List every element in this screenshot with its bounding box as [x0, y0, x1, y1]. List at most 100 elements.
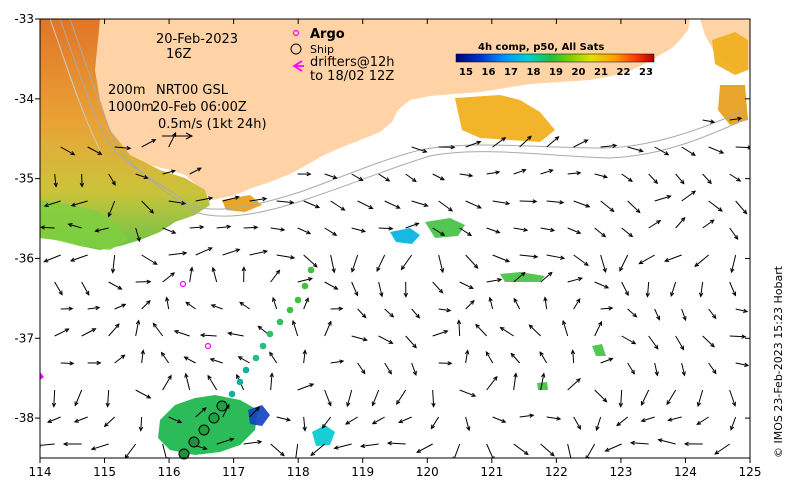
current-arrow	[174, 330, 190, 337]
current-arrow	[398, 416, 412, 423]
current-arrowhead	[361, 313, 367, 319]
current-arrowhead	[583, 261, 589, 267]
current-arrowhead	[209, 358, 215, 363]
current-arrowhead	[638, 148, 644, 153]
current-arrowhead	[40, 225, 45, 230]
current-arrowhead	[529, 413, 535, 418]
current-arrow	[432, 281, 443, 294]
current-arrow	[222, 196, 239, 202]
current-arrow	[74, 416, 88, 423]
current-arrow	[573, 416, 581, 430]
current-arrow	[648, 173, 658, 184]
drifter-position	[188, 436, 200, 448]
current-arrow	[627, 362, 635, 375]
current-arrowhead	[117, 285, 123, 290]
current-arrow	[486, 279, 502, 283]
current-arrow	[731, 254, 737, 273]
current-arrow	[735, 146, 750, 149]
drifter-legend-icon	[292, 60, 304, 72]
current-arrow	[641, 416, 655, 422]
current-arrowhead	[656, 220, 662, 225]
current-arrowhead	[415, 313, 421, 319]
current-arrowhead	[737, 116, 743, 121]
current-arrowhead	[602, 267, 607, 274]
x-tick-label: 116	[158, 465, 181, 479]
current-arrow	[324, 281, 338, 290]
current-arrowhead	[450, 144, 456, 150]
current-arrow	[696, 416, 709, 425]
drifter-position	[198, 424, 210, 436]
current-arrowhead	[291, 319, 297, 326]
current-arrowhead	[184, 372, 189, 378]
current-arrow	[519, 200, 537, 203]
current-arrowhead	[618, 402, 624, 408]
current-arrowhead	[513, 297, 518, 303]
drifter-legend-label: drifters@12h	[310, 55, 395, 70]
current-arrow	[60, 146, 75, 156]
current-arrow	[322, 416, 332, 429]
current-arrowhead	[680, 179, 685, 185]
current-arrow	[372, 416, 385, 425]
current-arrow	[107, 389, 110, 407]
current-arrow	[108, 323, 120, 337]
current-arrowhead	[604, 447, 610, 452]
current-arrowhead	[640, 401, 645, 407]
current-arrowhead	[201, 407, 207, 412]
current-arrowhead	[354, 291, 359, 297]
current-arrowhead	[476, 140, 482, 145]
current-arrowhead	[709, 219, 715, 224]
current-arrow	[351, 173, 363, 181]
current-arrow	[708, 146, 724, 154]
current-arrow	[141, 139, 156, 148]
current-arrowhead	[237, 356, 243, 361]
current-arrow	[166, 297, 170, 310]
current-arrowhead	[577, 276, 583, 282]
current-arrowhead	[602, 174, 609, 179]
current-arrow	[195, 407, 207, 418]
current-arrow	[616, 416, 628, 426]
current-arrowhead	[657, 438, 663, 443]
colorbar-tick-label: 22	[617, 67, 631, 78]
current-arrow	[546, 200, 564, 204]
colorbar-tick-label: 17	[504, 67, 518, 78]
current-arrowhead	[210, 304, 216, 309]
current-arrow	[324, 227, 337, 236]
current-arrow	[297, 227, 311, 235]
current-arrowhead	[497, 277, 503, 283]
current-arrow	[71, 200, 88, 207]
current-arrow	[729, 335, 746, 338]
current-arrowhead	[443, 329, 449, 335]
current-arrowhead	[576, 424, 582, 430]
current-arrow	[539, 351, 548, 364]
current-arrowhead	[235, 248, 241, 253]
ship-legend-icon	[290, 43, 302, 55]
current-arrowhead	[741, 334, 747, 339]
current-arrow	[396, 389, 407, 405]
drifter-track	[178, 266, 315, 460]
current-arrow	[567, 378, 581, 391]
current-arrowhead	[239, 301, 245, 307]
current-arrow	[621, 281, 629, 296]
current-arrowhead	[446, 307, 452, 313]
drifter-position	[276, 318, 284, 326]
current-arrowhead	[430, 424, 436, 430]
current-arrowhead	[464, 349, 470, 355]
current-arrowhead	[576, 298, 581, 304]
current-arrowhead	[717, 207, 723, 212]
current-arrow	[91, 443, 109, 450]
current-arrowhead	[46, 418, 53, 423]
sst-patch-small-1	[500, 272, 545, 282]
drifter-position	[252, 354, 260, 362]
current-arrow	[162, 227, 176, 234]
current-arrow	[513, 298, 521, 310]
current-arrow	[152, 323, 164, 337]
current-arrowhead	[170, 272, 176, 277]
current-arrowhead	[371, 420, 377, 425]
current-arrow	[114, 354, 125, 364]
current-arrowhead	[135, 319, 141, 325]
current-arrowhead	[595, 425, 600, 432]
current-arrowhead	[423, 202, 429, 208]
current-arrow	[714, 443, 730, 455]
current-arrowhead	[438, 288, 444, 294]
current-arrow	[211, 304, 223, 310]
